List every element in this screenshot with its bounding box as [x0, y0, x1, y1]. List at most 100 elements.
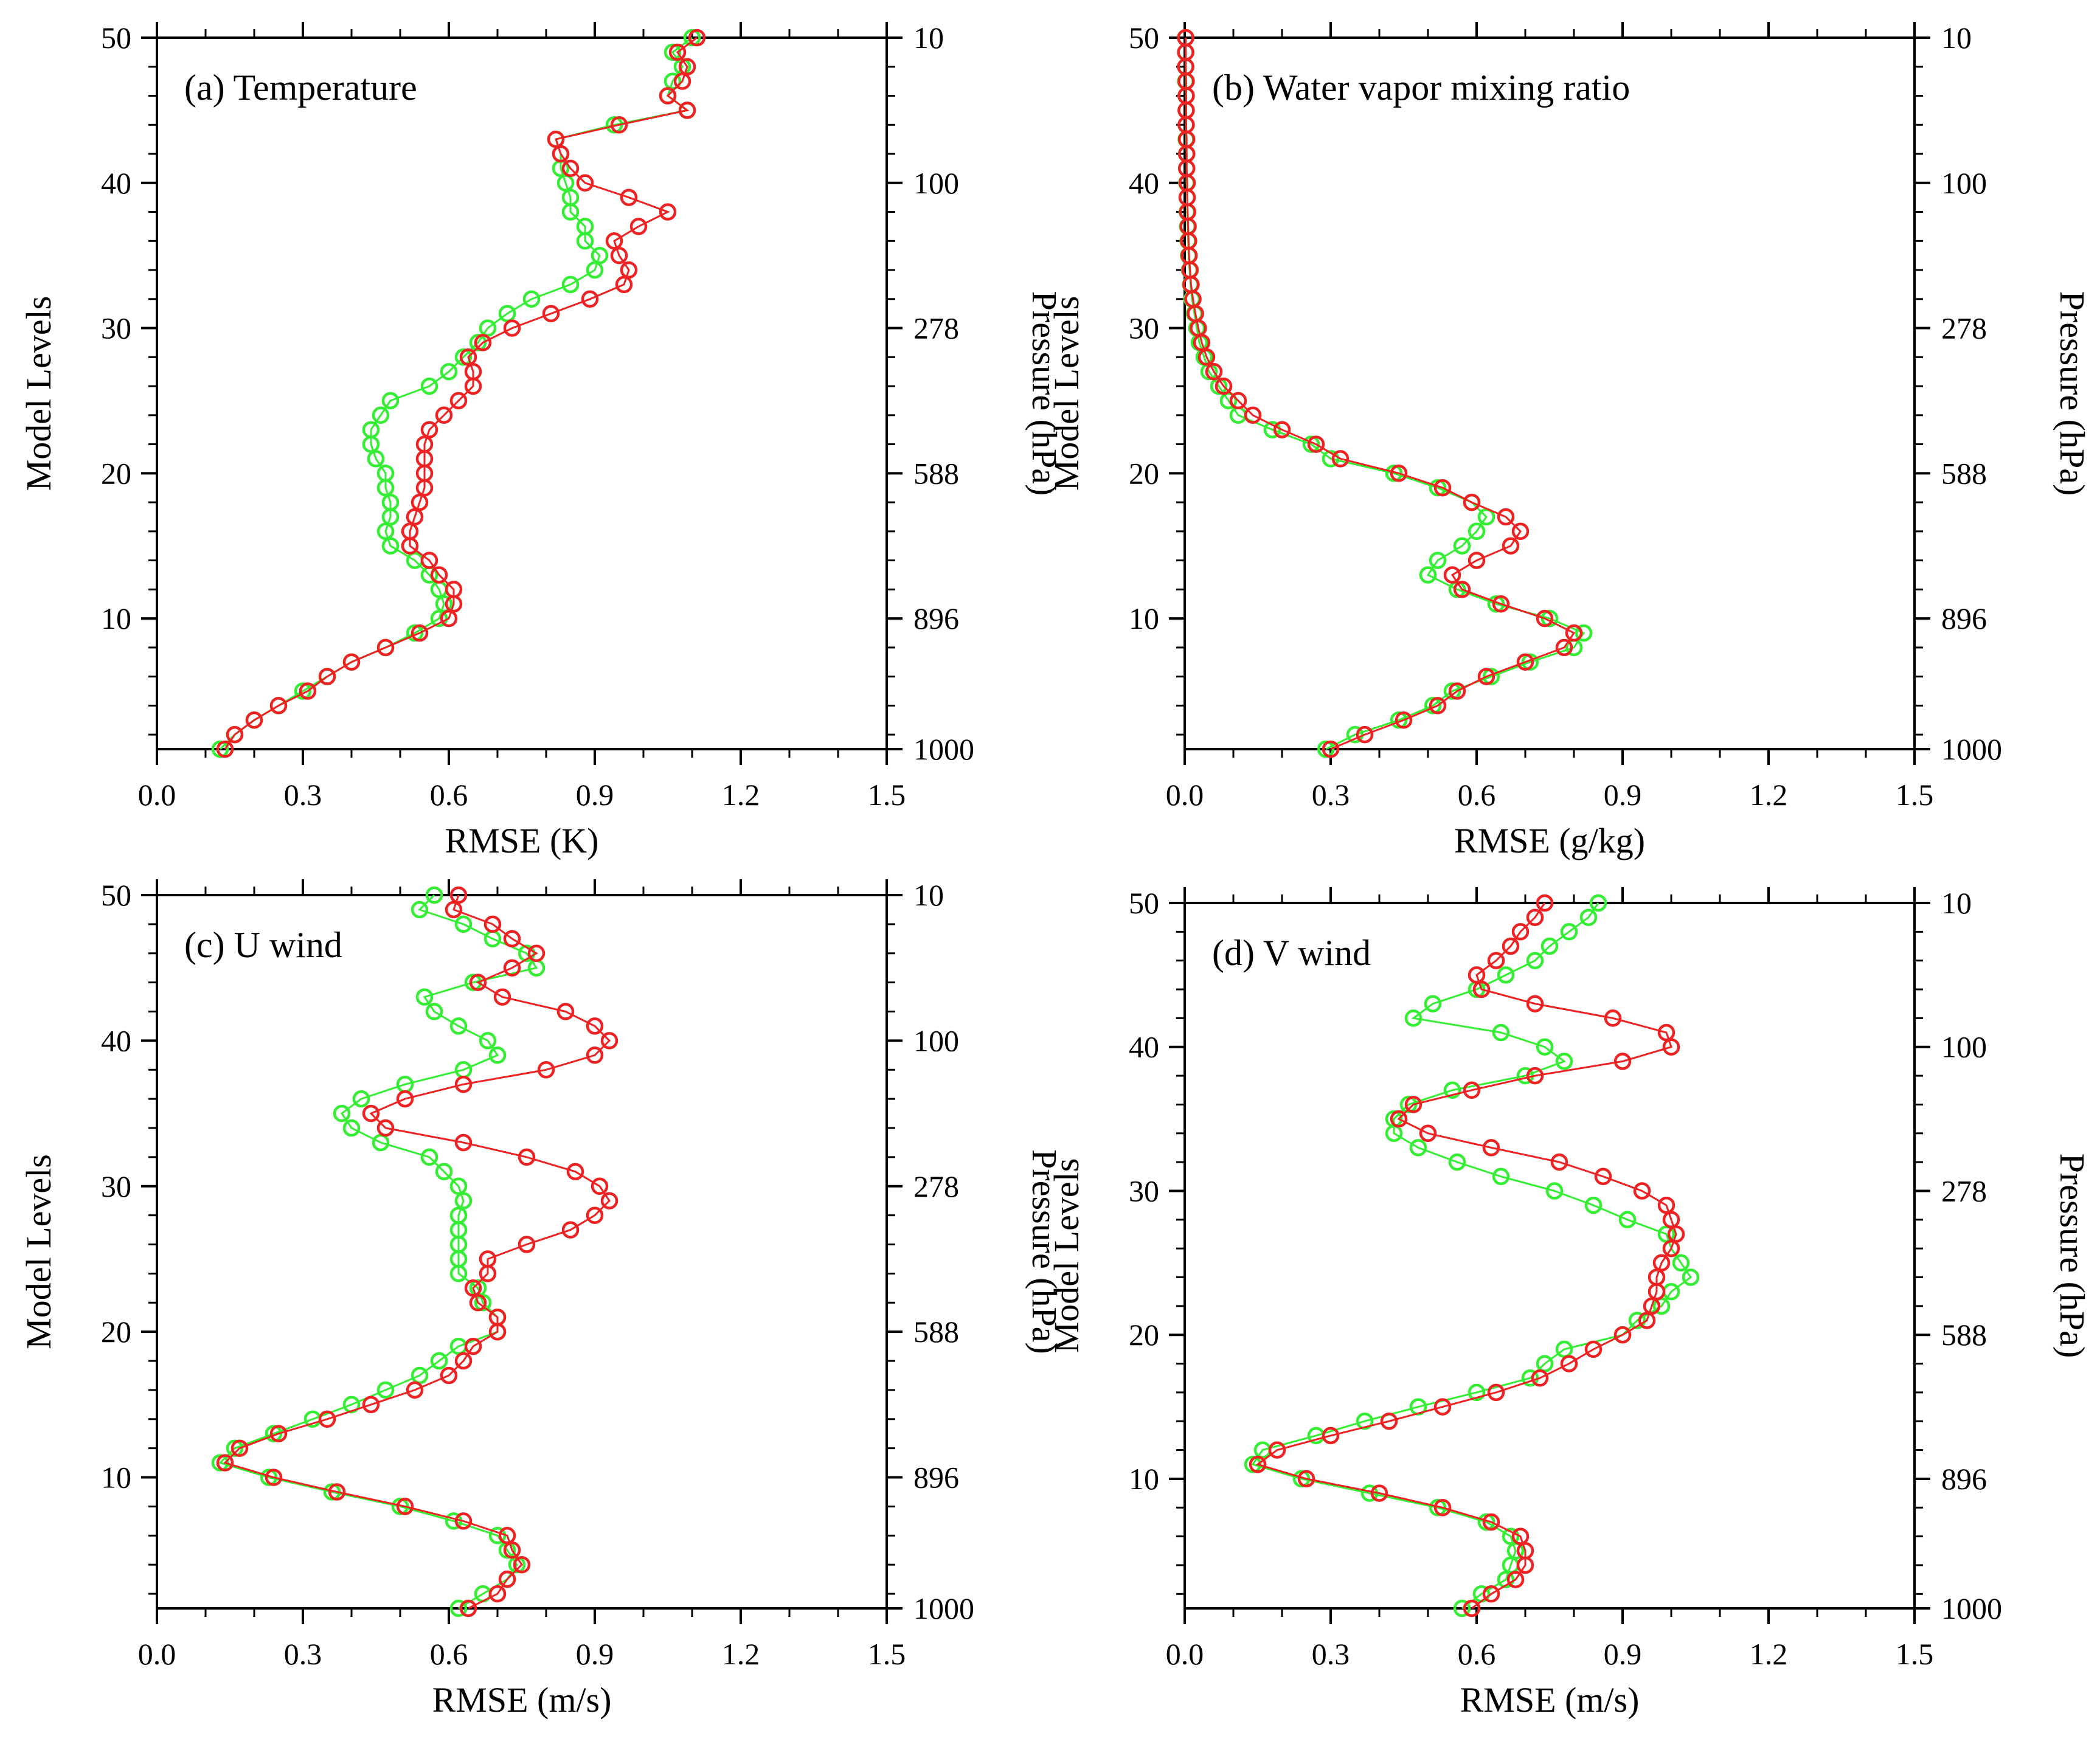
panel-1: 0.0 0.3 0.6 0.9 1.2 1.5 10 20 30 40 50 1000 896 588 27… — [19, 21, 1064, 860]
pressure-tick-label: 588 — [1941, 1318, 1987, 1352]
data-point-green — [1429, 552, 1447, 569]
y-axis-label: Model Levels — [19, 1154, 58, 1349]
data-point-red — [678, 102, 696, 119]
data-point-red — [1433, 1398, 1452, 1416]
x-axis-label: RMSE (m/s) — [432, 1680, 612, 1720]
data-point-red — [1307, 435, 1325, 453]
data-point-green — [479, 319, 497, 337]
y-tick-label: 10 — [101, 1461, 131, 1495]
series-line-red — [1255, 902, 1677, 1610]
data-point-green — [586, 261, 604, 279]
series-line-green — [1251, 902, 1693, 1610]
data-point-red — [216, 740, 234, 758]
data-point-green — [1443, 1081, 1461, 1099]
data-point-green — [1682, 1268, 1700, 1286]
data-point-green — [1448, 1153, 1466, 1171]
data-point-green — [518, 944, 536, 963]
data-point-red — [479, 1250, 497, 1268]
data-point-green — [488, 1046, 507, 1064]
data-point-red — [600, 1032, 619, 1050]
data-point-green — [411, 1366, 429, 1385]
data-point-red — [245, 711, 263, 729]
y-axis-label: Model Levels — [1047, 296, 1086, 491]
data-point-green — [454, 348, 473, 366]
data-point-red — [586, 1017, 604, 1035]
y-tick-label: 40 — [1129, 166, 1159, 200]
data-point-red — [1249, 1456, 1267, 1473]
data-point-green — [411, 901, 429, 919]
pressure-tick-label: 588 — [1941, 456, 1987, 490]
data-point-green — [1618, 1211, 1637, 1229]
data-point-red — [440, 609, 458, 628]
data-point-red — [454, 1512, 473, 1530]
data-point-green — [498, 305, 516, 322]
data-point-red — [1395, 711, 1413, 729]
data-point-red — [498, 1527, 516, 1545]
data-point-red — [1273, 421, 1291, 438]
data-point-green — [440, 362, 458, 381]
data-point-green — [1502, 1527, 1520, 1545]
data-point-green — [1526, 952, 1544, 969]
data-point-green — [1453, 537, 1471, 555]
data-point-red — [1487, 1383, 1505, 1402]
x-tick-label: 0.3 — [1312, 778, 1350, 812]
pressure-tick-label: 588 — [913, 456, 959, 490]
data-point-red — [547, 130, 565, 148]
data-point-red — [420, 421, 438, 438]
data-point-red — [1468, 552, 1486, 569]
data-point-red — [454, 1075, 473, 1093]
data-point-red — [1613, 1053, 1632, 1070]
data-point-red — [1448, 682, 1466, 700]
data-point-green — [1628, 1312, 1646, 1329]
data-point-red — [488, 1585, 507, 1603]
y-tick-label: 20 — [1129, 456, 1159, 490]
x-tick-label: 0.3 — [284, 1637, 322, 1671]
x-tick-label: 1.5 — [868, 1637, 906, 1671]
data-point-green — [1443, 682, 1461, 700]
data-point-red — [1390, 1110, 1408, 1128]
data-point-red — [1604, 1009, 1622, 1027]
panel-2: 0.0 0.3 0.6 0.9 1.2 1.5 10 20 30 40 50 1000 896 588 27… — [1047, 21, 2092, 860]
pressure-tick-label: 278 — [913, 1169, 959, 1203]
data-point-red — [269, 1425, 288, 1442]
data-point-green — [1545, 1182, 1564, 1200]
x-tick-label: 0.9 — [576, 1637, 614, 1671]
data-point-green — [1390, 711, 1408, 729]
y-tick-label: 10 — [1129, 601, 1159, 635]
data-point-red — [1565, 624, 1583, 642]
data-point-green — [294, 682, 312, 700]
x-tick-label: 0.6 — [430, 778, 468, 812]
data-point-red — [537, 1061, 555, 1079]
series-line-green — [219, 36, 693, 750]
data-point-red — [483, 915, 502, 933]
data-point-green — [1672, 1254, 1690, 1272]
data-point-red — [1463, 1081, 1481, 1099]
data-point-green — [1322, 450, 1340, 468]
plot-frame — [1183, 902, 1916, 1610]
data-point-red — [1433, 479, 1452, 497]
data-point-green — [435, 1163, 453, 1181]
pressure-tick-label: 10 — [913, 21, 944, 55]
panel-title: (a) Temperature — [184, 67, 417, 108]
data-point-red — [1633, 1182, 1651, 1200]
data-point-red — [474, 334, 492, 351]
panel-4: 0.0 0.3 0.6 0.9 1.2 1.5 10 20 30 40 50 1000 896 588 27… — [1047, 886, 2092, 1720]
pressure-tick-label: 896 — [913, 601, 959, 635]
pressure-tick-label: 278 — [1941, 311, 1987, 345]
pressure-axis-label: Pressure (hPa) — [2053, 291, 2092, 496]
data-point-red — [498, 1570, 516, 1588]
data-point-red — [1331, 450, 1350, 468]
data-point-green — [372, 1133, 390, 1152]
data-point-red — [440, 1366, 458, 1385]
data-point-green — [664, 72, 682, 90]
data-point-green — [1419, 566, 1437, 584]
series-line-green — [1185, 38, 1585, 750]
data-point-red — [1492, 595, 1510, 613]
data-point-green — [449, 1599, 468, 1617]
data-point-red — [678, 58, 696, 76]
data-point-green — [561, 189, 580, 206]
data-point-red — [342, 653, 361, 671]
data-point-green — [449, 1206, 468, 1224]
data-point-green — [381, 392, 400, 410]
